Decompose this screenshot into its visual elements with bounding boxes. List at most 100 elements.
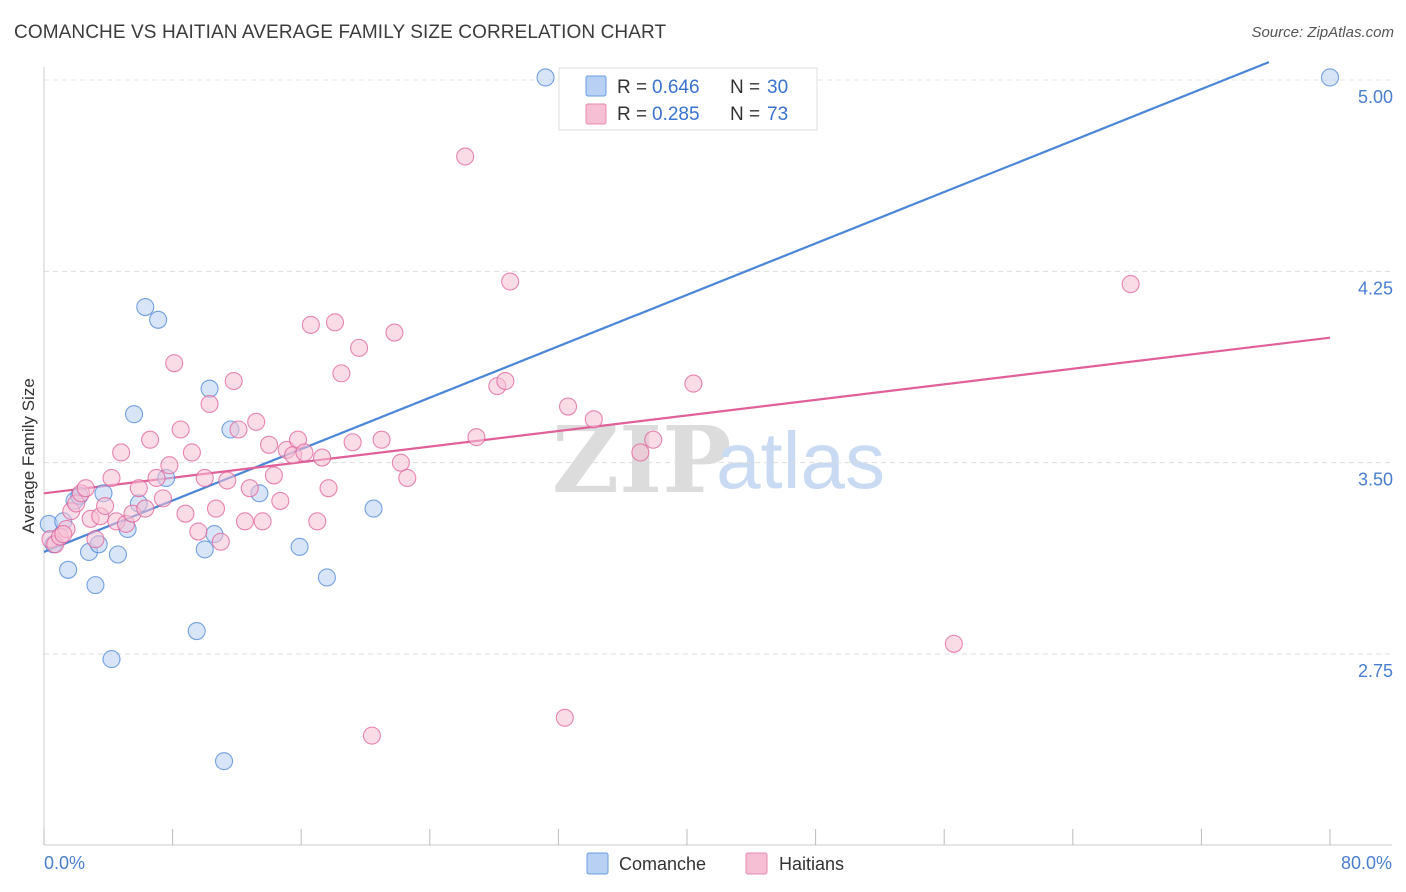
x-tick-label-min: 0.0% [44, 853, 85, 873]
point-comanche [214, 752, 234, 771]
series-legend-swatch-comanche [586, 852, 609, 875]
point-comanche [59, 560, 78, 579]
point-haitians [182, 443, 201, 462]
source-credit: Source: ZipAtlas.com [1251, 24, 1394, 41]
point-haitians [176, 504, 195, 523]
point-comanche [102, 650, 121, 669]
chart-title: COMANCHE VS HAITIAN AVERAGE FAMILY SIZE … [14, 22, 667, 43]
point-haitians [501, 272, 520, 291]
point-haitians [259, 435, 279, 454]
trend-lines [43, 61, 1331, 553]
gridlines [44, 79, 1392, 655]
point-haitians [467, 428, 486, 447]
point-haitians [1121, 275, 1140, 294]
point-haitians [271, 491, 290, 510]
y-tick-label: 3.50 [1358, 470, 1393, 490]
legend-n-value-comanche: 30 [767, 77, 788, 98]
point-haitians [247, 412, 266, 431]
legend-r-value-comanche: 0.646 [652, 77, 700, 98]
point-haitians [136, 499, 155, 518]
legend-swatch-haitians [585, 103, 607, 125]
point-haitians [944, 634, 963, 653]
point-haitians [295, 443, 314, 462]
series-legend-swatch-haitians [745, 852, 768, 875]
point-comanche [149, 310, 168, 329]
point-haitians [264, 466, 283, 485]
point-haitians [147, 468, 166, 488]
point-haitians [496, 371, 515, 391]
point-haitians [165, 354, 184, 373]
point-haitians [253, 512, 272, 531]
point-haitians [160, 456, 179, 475]
series-legend-label-comanche: Comanche [619, 854, 706, 874]
series-legend-label-haitians: Haitians [779, 854, 844, 874]
series-legend: Comanche Haitians [586, 852, 844, 875]
point-haitians [206, 499, 226, 518]
haitians-points [41, 147, 1140, 745]
legend-r-label-comanche: R = [617, 77, 647, 98]
point-haitians [631, 443, 650, 462]
watermark-atlas: atlas [716, 416, 885, 505]
point-comanche [364, 499, 383, 518]
point-haitians [308, 512, 327, 531]
x-tick-label-max: 80.0% [1341, 853, 1392, 873]
point-comanche [124, 405, 144, 424]
point-haitians [76, 479, 95, 498]
x-ticks [43, 829, 1331, 845]
point-haitians [189, 522, 208, 541]
point-haitians [325, 313, 345, 332]
legend-swatch-comanche [585, 75, 607, 97]
point-haitians [558, 397, 578, 416]
point-haitians [362, 726, 381, 745]
y-tick-label: 4.25 [1358, 278, 1393, 298]
point-haitians [372, 430, 391, 449]
point-comanche [536, 68, 555, 87]
trend-line-haitians [43, 336, 1331, 495]
point-haitians [343, 433, 362, 452]
point-haitians [456, 147, 475, 166]
point-haitians [200, 394, 219, 414]
point-haitians [584, 410, 603, 429]
trend-line-comanche [43, 61, 1270, 553]
point-haitians [319, 479, 338, 498]
point-haitians [153, 489, 173, 508]
correlation-legend: R = 0.646 N = 30 R = 0.285 N = 73 [558, 67, 818, 131]
point-haitians [218, 471, 237, 490]
y-tick-label: 5.00 [1358, 87, 1393, 107]
point-haitians [385, 323, 404, 342]
point-haitians [54, 525, 73, 544]
point-comanche [195, 540, 214, 559]
axes [43, 67, 1392, 846]
point-haitians [211, 532, 230, 551]
point-comanche [136, 297, 155, 317]
y-tick-label: 2.75 [1358, 661, 1393, 681]
point-haitians [96, 496, 115, 516]
legend-r-value-haitians: 0.285 [652, 104, 700, 125]
point-haitians [313, 448, 332, 467]
point-haitians [644, 430, 663, 449]
y-axis-label: Average Family Size [19, 378, 38, 534]
point-haitians [112, 443, 131, 462]
point-haitians [350, 338, 369, 357]
point-haitians [235, 512, 254, 531]
point-haitians [684, 374, 703, 393]
point-comanche [317, 568, 336, 587]
point-comanche [187, 621, 206, 641]
point-comanche [108, 545, 127, 564]
point-haitians [195, 468, 214, 488]
point-comanche [86, 576, 105, 595]
legend-r-label-haitians: R = [617, 104, 647, 125]
point-comanche [290, 537, 309, 556]
point-haitians [240, 479, 259, 498]
point-haitians [398, 468, 417, 488]
point-haitians [229, 420, 248, 439]
point-haitians [171, 420, 190, 439]
legend-n-label-haitians: N = [730, 104, 760, 125]
legend-n-label-comanche: N = [730, 77, 760, 98]
point-haitians [555, 708, 574, 727]
point-haitians [86, 530, 105, 549]
y-tick-labels: 2.75 3.50 4.25 5.00 [1358, 87, 1393, 681]
point-haitians [102, 468, 121, 488]
legend-n-value-haitians: 73 [767, 104, 788, 125]
